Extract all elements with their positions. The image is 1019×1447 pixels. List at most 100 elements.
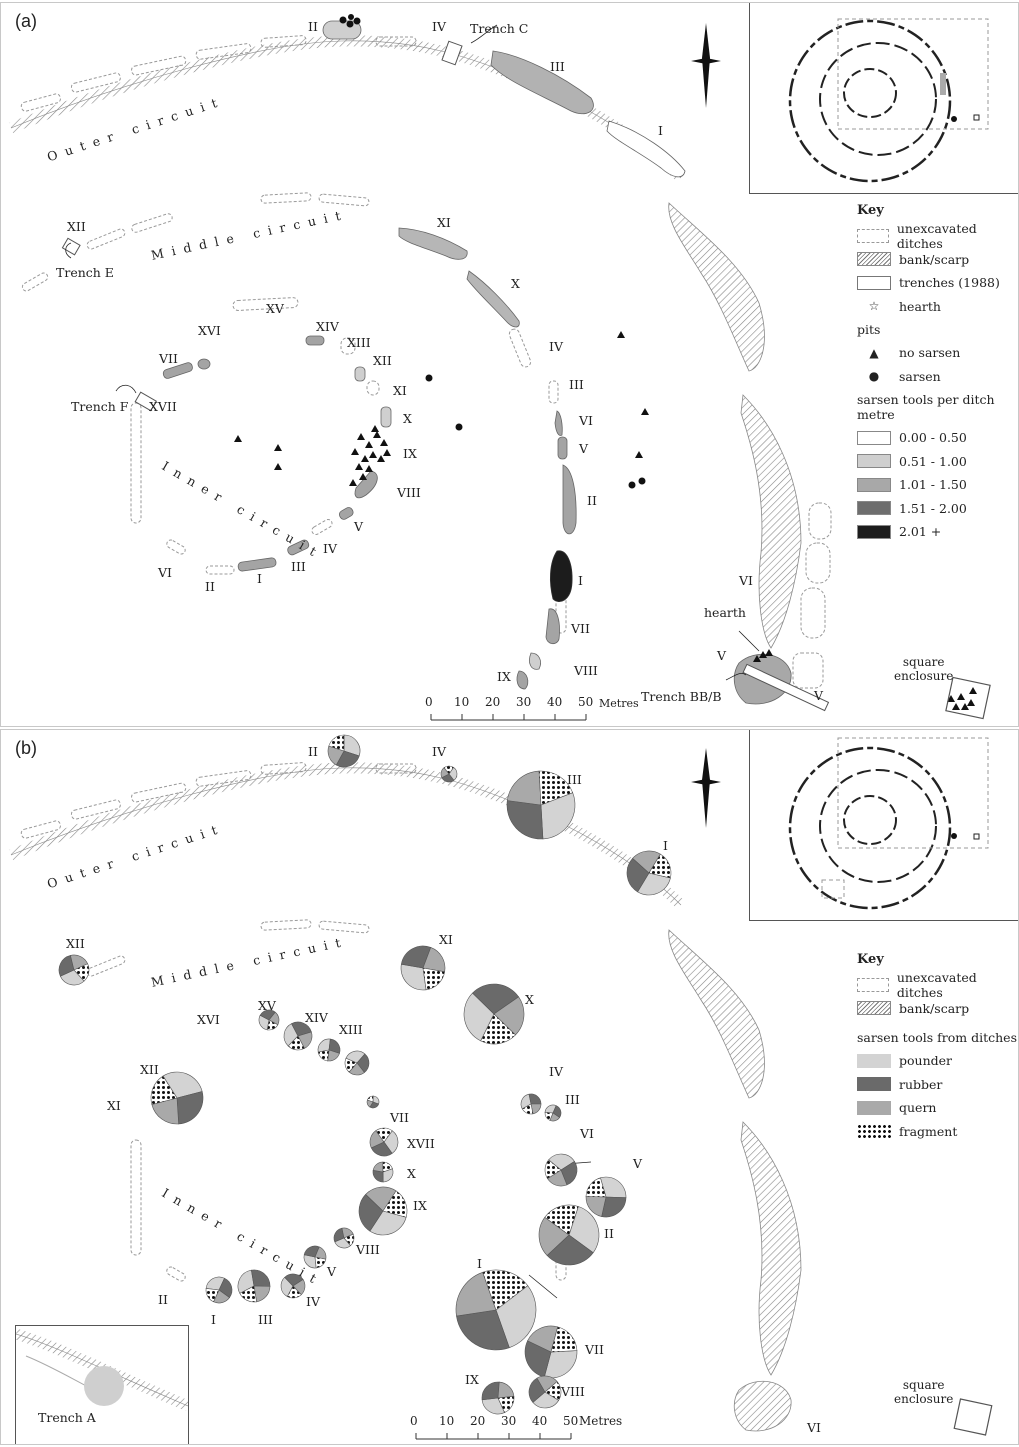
- ditch-numeral: V: [814, 688, 824, 703]
- scale-tick: 0: [410, 1414, 418, 1428]
- pie-slice: [162, 1071, 203, 1099]
- ditch-numeral: IV: [323, 541, 337, 556]
- pie-label: II: [604, 1226, 614, 1241]
- ditch-numeral: XI: [393, 383, 407, 398]
- trench-a-inset: Trench A: [15, 1325, 189, 1444]
- pie-label: XVII: [407, 1136, 435, 1151]
- pie-slice: [532, 1391, 560, 1409]
- density-swatch: [857, 477, 891, 492]
- tool-label: pounder: [899, 1053, 953, 1069]
- pie-label: X: [525, 992, 534, 1007]
- pie-slice: [372, 1161, 384, 1173]
- pie-label: XVI: [197, 1012, 220, 1027]
- trench-bb-label: Trench BB/B: [641, 689, 722, 704]
- pie-label: VII: [390, 1110, 409, 1125]
- pie-chart: [358, 1186, 408, 1236]
- pie-slice: [538, 1216, 570, 1256]
- tool-swatch: [857, 1077, 891, 1092]
- tool-label: quern: [899, 1100, 937, 1116]
- ditch-numeral: VII: [159, 351, 178, 366]
- hatch-swatch: [857, 252, 891, 267]
- pie-chart: [463, 983, 525, 1045]
- inset-overview-b: [749, 730, 1018, 921]
- tool-label: fragment: [899, 1123, 958, 1139]
- scale-tick: 10: [454, 695, 470, 709]
- pie-chart: [626, 850, 672, 896]
- ditch-numeral: II: [308, 19, 318, 34]
- ditch-numeral: II: [205, 579, 215, 594]
- pie-slice: [544, 1159, 562, 1180]
- key-row-hearth: ☆ hearth: [857, 295, 1018, 319]
- scale-tick: 20: [470, 1414, 486, 1428]
- ditch-numeral: IV: [549, 339, 563, 354]
- hearth-label: hearth: [704, 605, 746, 620]
- ditch-numeral: VI: [739, 573, 753, 588]
- ditch-numeral: XII: [373, 353, 392, 368]
- pie-slice: [239, 1285, 257, 1303]
- pie-label: VI: [580, 1126, 594, 1141]
- pie-chart: [58, 954, 90, 986]
- density-swatch: [857, 501, 891, 516]
- pie-slice: [493, 996, 525, 1036]
- scale-unit: Metres: [599, 697, 639, 710]
- pie-chart: [506, 770, 576, 840]
- ditch-numeral: XV: [266, 301, 284, 316]
- pie-slice: [546, 1234, 594, 1266]
- trench-f-label: Trench F: [71, 399, 129, 414]
- scale-unit: Metres: [579, 1414, 623, 1428]
- tool-swatch: [857, 1100, 891, 1115]
- pie-slice: [521, 1103, 534, 1115]
- pie-slice: [382, 1190, 408, 1218]
- pie-label: VII: [585, 1342, 604, 1357]
- key-row-density: 0.00 - 0.50: [857, 426, 1018, 450]
- pie-slice: [601, 1196, 627, 1218]
- pie-slice: [205, 1276, 225, 1291]
- pie-label: I: [477, 1256, 482, 1271]
- pie-chart: [585, 1176, 627, 1218]
- pie-slice: [443, 765, 454, 775]
- pie-slice: [400, 963, 427, 991]
- ditch-middle-VII: [545, 608, 560, 645]
- dot-icon: ●: [868, 369, 880, 384]
- ditch-numeral: IX: [497, 669, 511, 684]
- pie-slice: [286, 1285, 302, 1299]
- map-a: [8, 14, 991, 721]
- pie-chart: [369, 1127, 399, 1157]
- ditch-numeral: III: [569, 377, 584, 392]
- pie-slice: [369, 1210, 407, 1236]
- inset-overview-a: [749, 3, 1018, 194]
- trench-c-label: Trench C: [470, 21, 529, 36]
- ditch-numeral: VI: [579, 413, 593, 428]
- pie-chart: [344, 1050, 370, 1076]
- square-enclosure-label: square enclosure: [894, 655, 954, 683]
- pie-slice: [528, 1377, 546, 1403]
- scale-tick: 50: [578, 695, 594, 709]
- density-swatch: [857, 430, 891, 445]
- scale-tick: 20: [485, 695, 501, 709]
- pie-label: IX: [413, 1198, 427, 1213]
- pie-label: XIV: [305, 1010, 328, 1025]
- scale-tick: 0: [425, 695, 433, 709]
- pie-label: XI: [439, 932, 453, 947]
- key-row-density: 0.51 - 1.00: [857, 450, 1018, 474]
- pie-slice: [648, 853, 672, 879]
- trench-e-label: Trench E: [56, 265, 114, 280]
- pie-slice: [506, 800, 544, 840]
- pie-label: II: [308, 744, 318, 759]
- hatch-swatch: [857, 1001, 891, 1016]
- pits-no-sarsen: [234, 331, 977, 710]
- density-label: 0.51 - 1.00: [899, 453, 967, 469]
- ditch-numeral: I: [658, 123, 663, 138]
- ditch-outer-III: [490, 50, 594, 115]
- pie-slice: [266, 1019, 279, 1031]
- pie-slice: [237, 1269, 255, 1294]
- key-row-density: 1.01 - 1.50: [857, 473, 1018, 497]
- pie-slice: [495, 1285, 537, 1349]
- dashed-swatch: [857, 228, 889, 243]
- key-row-density: 2.01 +: [857, 520, 1018, 544]
- outline-swatch: [857, 275, 891, 290]
- pie-slice: [372, 1170, 384, 1183]
- pie-label: XII: [66, 936, 85, 951]
- star-icon: ☆: [868, 299, 880, 314]
- pie-slice: [506, 770, 542, 806]
